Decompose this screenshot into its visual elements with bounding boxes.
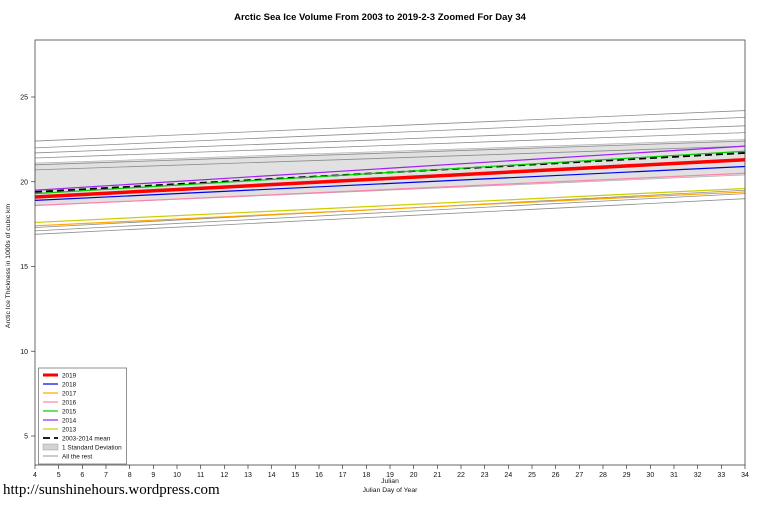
x-tick-label: 34: [741, 472, 749, 479]
x-tick-label: 10: [173, 472, 181, 479]
x-tick-label: 20: [410, 472, 418, 479]
series-line-2016: [34, 172, 746, 207]
x-tick-label: 11: [197, 472, 204, 479]
rest-line: [34, 198, 746, 235]
legend-swatch: [42, 443, 59, 451]
series-line-2014: [34, 145, 746, 191]
rest-line: [34, 110, 746, 142]
series-line-2019: [34, 157, 746, 199]
x-tick-label: 7: [104, 472, 108, 479]
x-tick-label: 24: [504, 472, 512, 479]
x-tick-label: 22: [457, 472, 465, 479]
legend-label: 2017: [62, 390, 77, 397]
legend-label: 2016: [62, 399, 77, 406]
legend: 2019 2018 2017 2016 2015 2014 2013 2003-2014 me…: [38, 367, 127, 465]
x-tick-label: 17: [339, 472, 347, 479]
site-url-link[interactable]: http://sunshinehours.wordpress.com: [3, 482, 220, 498]
x-tick-label: 9: [151, 472, 155, 479]
x-tick-label: 33: [717, 472, 725, 479]
x-tick-label: 13: [244, 472, 252, 479]
y-tick-label: 10: [20, 349, 28, 356]
y-tick-label: 15: [20, 264, 28, 271]
rest-line: [34, 193, 746, 232]
x-tick-label: 19: [386, 472, 394, 479]
x-tick-label: 5: [57, 472, 61, 479]
y-tick-label: 5: [24, 434, 28, 441]
x-tick-label: 16: [315, 472, 323, 479]
x-tick-label: 25: [528, 472, 536, 479]
x-tick-label: 29: [623, 472, 631, 479]
x-axis-title-line2: Julian Day of Year: [363, 487, 419, 494]
rest-line: [34, 116, 746, 149]
rest-line: [34, 140, 746, 166]
x-tick-label: 14: [268, 472, 276, 479]
plot-border: [34, 39, 746, 466]
series-lines: [34, 145, 746, 227]
x-tick-label: 15: [291, 472, 299, 479]
x-tick-label: 23: [481, 472, 489, 479]
x-tick-label: 30: [646, 472, 654, 479]
legend-label: All the rest: [62, 453, 92, 460]
y-tick-label: 25: [20, 95, 28, 102]
legend-label: 2015: [62, 408, 77, 415]
series-line-2018: [34, 165, 746, 201]
series-line-2013: [34, 187, 746, 224]
x-tick-label: 4: [33, 472, 37, 479]
x-tick-label: 32: [694, 472, 702, 479]
x-tick-label: 28: [599, 472, 607, 479]
rest-lines: [34, 110, 746, 235]
x-tick-label: 6: [80, 472, 84, 479]
rest-line: [34, 132, 746, 159]
x-tick-label: 12: [220, 472, 228, 479]
y-tick-label: 20: [20, 179, 28, 186]
legend-label: 2013: [62, 426, 77, 433]
legend-label: 2018: [62, 381, 77, 388]
x-tick-label: 18: [362, 472, 370, 479]
legend-label: 2003-2014 mean: [62, 435, 111, 442]
y-axis: 5 10 15 20 25: [20, 95, 35, 441]
legend-label: 2019: [62, 372, 77, 379]
x-axis-title-line1: Julian: [381, 478, 399, 485]
x-axis: 4 5 6 7 8 9 10 11 12 13 14 15 16 17 18 19 20 21 22 23 24 25 26…: [33, 465, 749, 479]
x-tick-label: 27: [575, 472, 583, 479]
rest-line: [34, 125, 746, 154]
legend-label: 2014: [62, 417, 77, 424]
chart-title: Arctic Sea Ice Volume From 2003 to 2019-…: [234, 12, 526, 23]
x-tick-label: 8: [128, 472, 132, 479]
x-tick-label: 31: [670, 472, 678, 479]
rest-line: [34, 145, 746, 171]
x-tick-label: 21: [433, 472, 441, 479]
x-tick-label: 26: [552, 472, 560, 479]
legend-label: 1 Standard Deviation: [62, 444, 122, 451]
y-axis-title: Arctic Ice Thickness in 1000s of cubic k…: [5, 204, 12, 328]
series-line-2017: [34, 191, 746, 227]
series-line-2015: [34, 150, 746, 195]
